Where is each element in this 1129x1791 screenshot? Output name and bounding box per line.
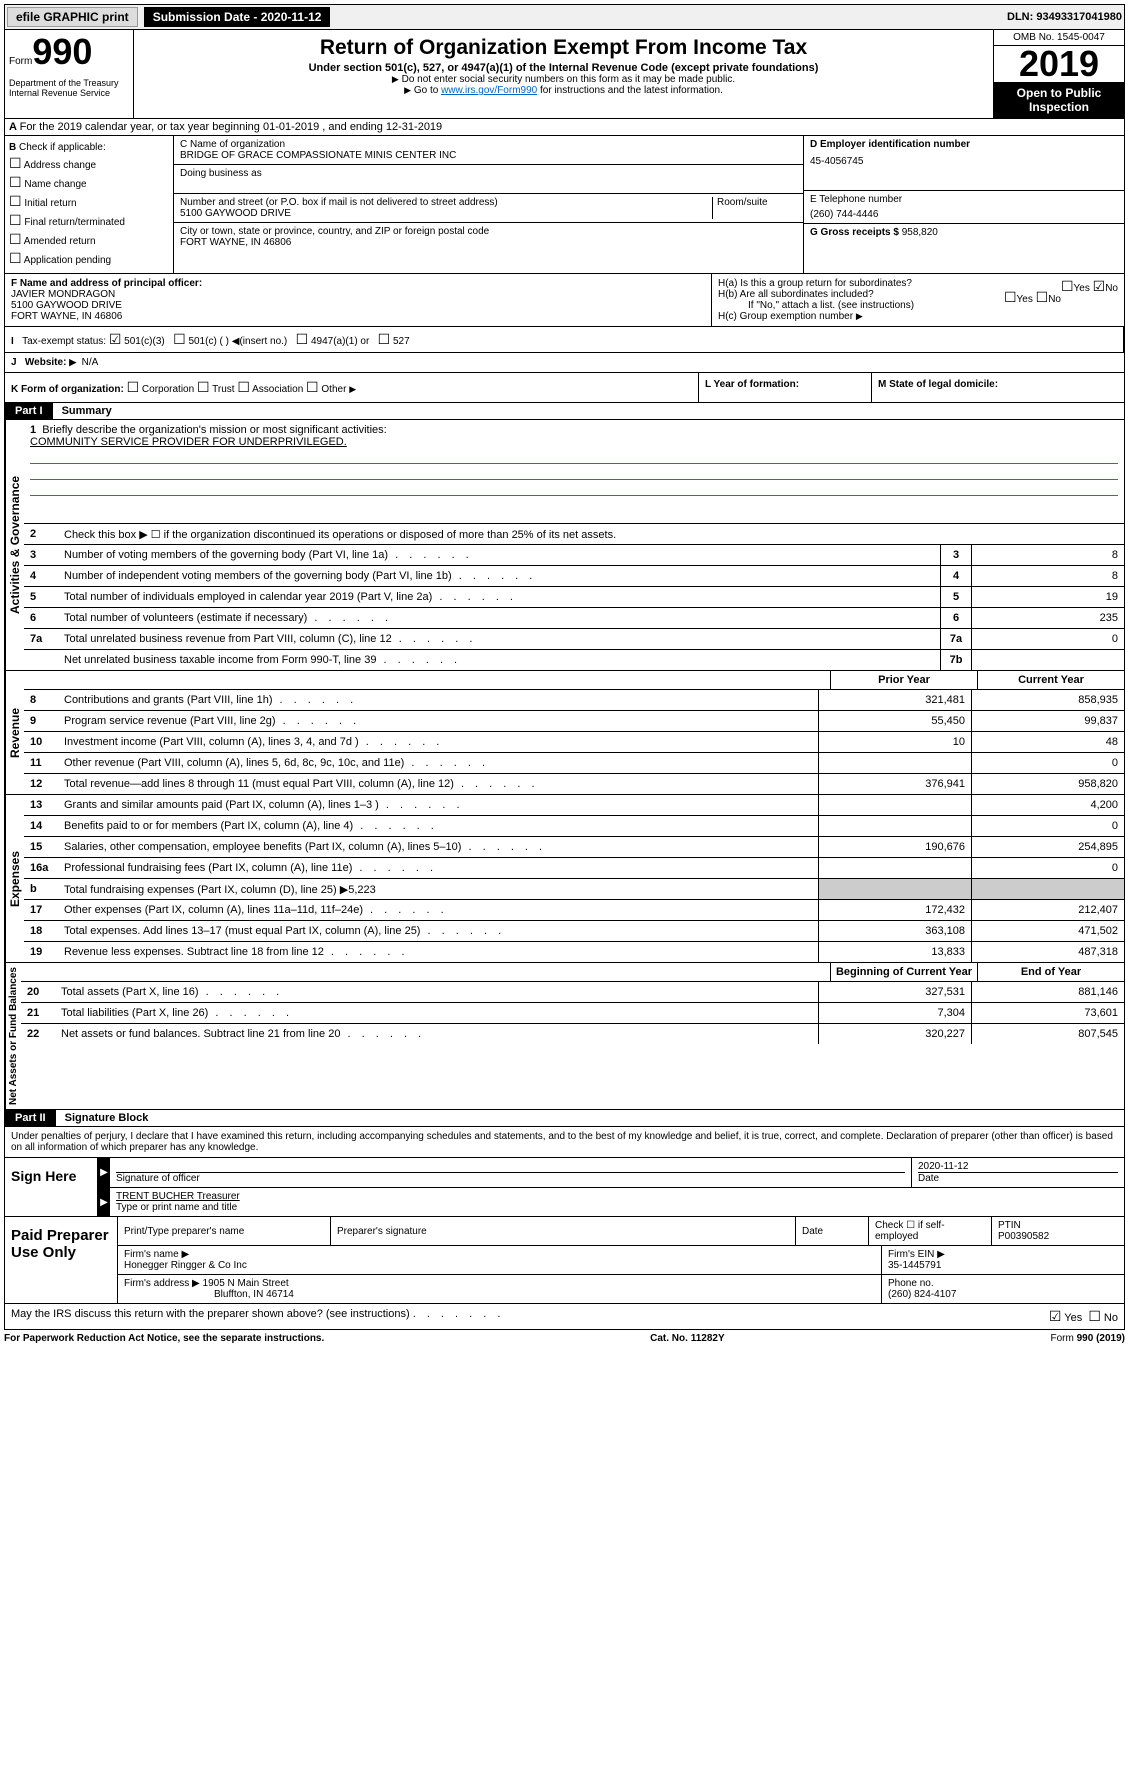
title-box: Return of Organization Exempt From Incom… (134, 30, 994, 118)
ein-row: D Employer identification number 45-4056… (804, 136, 1124, 191)
form-of-org: K Form of organization: Corporation Trus… (5, 373, 698, 402)
line-20: 20 Total assets (Part X, line 16) . . . … (21, 982, 1124, 1003)
discuss-row: May the IRS discuss this return with the… (4, 1304, 1125, 1330)
state-domicile: M State of legal domicile: (871, 373, 1124, 402)
form-title: Return of Organization Exempt From Incom… (142, 36, 985, 60)
line-14: 14 Benefits paid to or for members (Part… (24, 816, 1124, 837)
dln-label: DLN: 93493317041980 (1007, 11, 1122, 23)
dba-row: Doing business as (174, 165, 803, 194)
line-b: b Total fundraising expenses (Part IX, c… (24, 879, 1124, 900)
line-7b: Net unrelated business taxable income fr… (24, 650, 1124, 670)
line-6: 6 Total number of volunteers (estimate i… (24, 608, 1124, 629)
line-12: 12 Total revenue—add lines 8 through 11 … (24, 774, 1124, 794)
gov-label: Activities & Governance (5, 420, 24, 670)
group-return-box: H(a) Is this a group return for subordin… (712, 274, 1124, 326)
line-13: 13 Grants and similar amounts paid (Part… (24, 795, 1124, 816)
net-label: Net Assets or Fund Balances (5, 963, 21, 1109)
year-box: OMB No. 1545-0047 2019 Open to Public In… (994, 30, 1124, 118)
efile-button[interactable]: efile GRAPHIC print (7, 7, 138, 27)
org-name-row: C Name of organization BRIDGE OF GRACE C… (174, 136, 803, 165)
line-9: 9 Program service revenue (Part VIII, li… (24, 711, 1124, 732)
form-990: 990 (32, 31, 92, 72)
officer-box: F Name and address of principal officer:… (5, 274, 712, 326)
line-11: 11 Other revenue (Part VIII, column (A),… (24, 753, 1124, 774)
mission-box: 1 Briefly describe the organization's mi… (24, 420, 1124, 524)
line-15: 15 Salaries, other compensation, employe… (24, 837, 1124, 858)
website-row: J Website: N/A (4, 353, 1125, 373)
line-10: 10 Investment income (Part VIII, column … (24, 732, 1124, 753)
line-16a: 16a Professional fundraising fees (Part … (24, 858, 1124, 879)
year-formation: L Year of formation: (698, 373, 871, 402)
prior-current-header: Prior Year Current Year (24, 671, 1124, 690)
submission-date-button[interactable]: Submission Date - 2020-11-12 (144, 7, 331, 27)
line-7a: 7a Total unrelated business revenue from… (24, 629, 1124, 650)
part-i-header: Part I (5, 403, 53, 419)
city-row: City or town, state or province, country… (174, 223, 803, 251)
footer: For Paperwork Reduction Act Notice, see … (4, 1330, 1125, 1347)
top-bar: efile GRAPHIC print Submission Date - 20… (4, 4, 1125, 30)
perjury-statement: Under penalties of perjury, I declare th… (5, 1127, 1124, 1157)
line-17: 17 Other expenses (Part IX, column (A), … (24, 900, 1124, 921)
check-if-applicable: B Check if applicable: Address change Na… (5, 136, 174, 273)
tax-period: A For the 2019 calendar year, or tax yea… (4, 119, 1125, 136)
line-18: 18 Total expenses. Add lines 13–17 (must… (24, 921, 1124, 942)
tax-status-row: I Tax-exempt status: 501(c)(3) 501(c) ( … (5, 327, 1124, 352)
form-number-box: Form990 Department of the Treasury Inter… (5, 30, 134, 118)
exp-label: Expenses (5, 795, 24, 962)
line-8: 8 Contributions and grants (Part VIII, l… (24, 690, 1124, 711)
gross-receipts-row: G Gross receipts $ 958,820 (804, 224, 1124, 241)
line-2: 2 Check this box ▶ ☐ if the organization… (24, 524, 1124, 545)
address-row: Number and street (or P.O. box if mail i… (174, 194, 803, 223)
phone-row: E Telephone number (260) 744-4446 (804, 191, 1124, 224)
sign-here-label: Sign Here (5, 1158, 98, 1216)
begin-end-header: Beginning of Current Year End of Year (21, 963, 1124, 982)
line-4: 4 Number of independent voting members o… (24, 566, 1124, 587)
line-21: 21 Total liabilities (Part X, line 26) .… (21, 1003, 1124, 1024)
line-3: 3 Number of voting members of the govern… (24, 545, 1124, 566)
rev-label: Revenue (5, 671, 24, 794)
line-22: 22 Net assets or fund balances. Subtract… (21, 1024, 1124, 1044)
line-5: 5 Total number of individuals employed i… (24, 587, 1124, 608)
irs-link[interactable]: www.irs.gov/Form990 (441, 85, 537, 96)
line-19: 19 Revenue less expenses. Subtract line … (24, 942, 1124, 962)
part-ii-header: Part II (5, 1110, 56, 1126)
paid-preparer-label: Paid Preparer Use Only (5, 1217, 118, 1303)
